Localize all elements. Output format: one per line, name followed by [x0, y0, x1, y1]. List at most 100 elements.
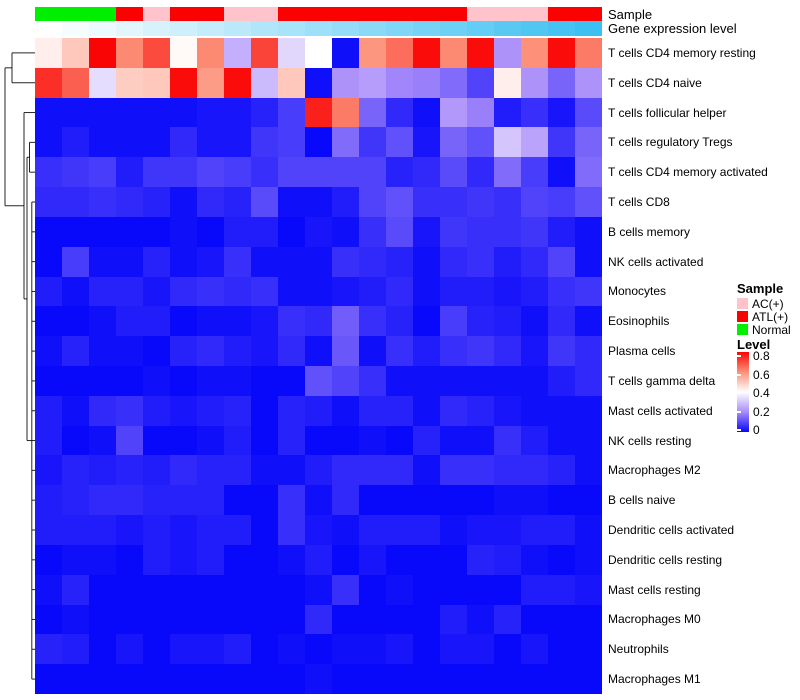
heatmap-cell — [224, 246, 251, 277]
heatmap-cell — [386, 67, 413, 98]
heatmap-cell — [35, 455, 62, 486]
sample-annotation-cell — [413, 7, 440, 21]
expression-annotation-cell — [332, 21, 359, 36]
heatmap-cell — [278, 634, 305, 665]
heatmap-cell — [413, 395, 440, 426]
heatmap-cell — [62, 276, 89, 307]
heatmap-cell — [89, 395, 116, 426]
heatmap-cell — [170, 97, 197, 128]
legend-swatch — [737, 298, 748, 309]
heatmap-cell — [548, 216, 575, 247]
heatmap-cell — [116, 246, 143, 277]
heatmap-cell — [197, 336, 224, 366]
heatmap-cell — [170, 634, 197, 665]
heatmap-cell — [359, 336, 386, 366]
heatmap-cell — [467, 664, 494, 694]
heatmap-cell — [548, 157, 575, 188]
heatmap-cell — [548, 455, 575, 486]
heatmap-cell — [332, 38, 359, 68]
heatmap-cell — [89, 485, 116, 516]
heatmap-cell — [494, 664, 521, 694]
heatmap-cell — [575, 216, 602, 247]
row-label: NK cells activated — [608, 254, 704, 269]
heatmap-cell — [548, 485, 575, 516]
heatmap-cell — [359, 306, 386, 337]
heatmap-cell — [413, 574, 440, 605]
heatmap-cell — [440, 664, 467, 694]
heatmap-cell — [413, 485, 440, 516]
heatmap-cell — [116, 336, 143, 366]
heatmap-cell — [386, 127, 413, 158]
heatmap-cell — [62, 38, 89, 68]
heatmap-cell — [197, 366, 224, 396]
level-tick-label: 0 — [753, 423, 760, 437]
heatmap-cell — [278, 127, 305, 158]
heatmap-cell — [224, 336, 251, 366]
heatmap-cell — [278, 246, 305, 277]
heatmap-cell — [467, 276, 494, 307]
heatmap-cell — [467, 216, 494, 247]
heatmap-cell — [197, 187, 224, 217]
heatmap-cell — [170, 336, 197, 366]
heatmap-cell — [332, 574, 359, 605]
heatmap-cell — [170, 157, 197, 188]
expression-annotation-cell — [116, 21, 143, 36]
sample-annotation-cell — [197, 7, 224, 21]
heatmap-cell — [224, 366, 251, 396]
heatmap-cell — [305, 157, 332, 188]
heatmap-cell — [332, 246, 359, 277]
level-tick-label: 0.6 — [753, 367, 770, 382]
heatmap-cell — [35, 276, 62, 307]
heatmap-cell — [197, 425, 224, 456]
expression-annotation-cell — [62, 21, 89, 36]
heatmap-cell — [332, 216, 359, 247]
heatmap-cell — [143, 38, 170, 68]
heatmap-cell — [521, 157, 548, 188]
heatmap-cell — [521, 544, 548, 575]
heatmap-cell — [521, 67, 548, 98]
heatmap-cell — [224, 187, 251, 217]
heatmap-cell — [197, 38, 224, 68]
expression-annotation-cell — [440, 21, 467, 36]
heatmap-cell — [62, 97, 89, 128]
heatmap-cell — [521, 216, 548, 247]
heatmap-cell — [62, 574, 89, 605]
heatmap-cell — [116, 276, 143, 307]
heatmap-cell — [89, 515, 116, 545]
heatmap-cell — [305, 336, 332, 366]
heatmap-cell — [413, 366, 440, 396]
heatmap-cell — [521, 276, 548, 307]
heatmap-cell — [251, 276, 278, 307]
heatmap-cell — [62, 664, 89, 694]
level-tick-dash — [737, 429, 741, 431]
heatmap-cell — [251, 97, 278, 128]
heatmap-cell — [440, 276, 467, 307]
heatmap-cell — [251, 127, 278, 158]
heatmap-cell — [575, 544, 602, 575]
heatmap-cell — [116, 187, 143, 217]
heatmap-cell — [494, 97, 521, 128]
heatmap-cell — [224, 127, 251, 158]
row-label: Dendritic cells resting — [608, 552, 723, 567]
legend-sample-item: AC(+) — [737, 297, 784, 311]
heatmap-cell — [62, 67, 89, 98]
heatmap-cell — [170, 246, 197, 277]
heatmap-cell — [575, 157, 602, 188]
heatmap-cell — [251, 604, 278, 635]
heatmap-cell — [197, 604, 224, 635]
heatmap-cell — [332, 67, 359, 98]
heatmap-cell — [197, 515, 224, 545]
heatmap-cell — [359, 544, 386, 575]
heatmap-cell — [278, 366, 305, 396]
heatmap-cell — [89, 366, 116, 396]
heatmap-cell — [332, 127, 359, 158]
row-label: B cells naive — [608, 493, 676, 508]
heatmap-cell — [170, 306, 197, 337]
heatmap-cell — [35, 604, 62, 635]
level-tick-dash — [737, 373, 741, 376]
heatmap-cell — [197, 395, 224, 426]
heatmap-cell — [35, 336, 62, 366]
sample-annotation-cell — [548, 7, 575, 21]
row-label: B cells memory — [608, 224, 691, 239]
